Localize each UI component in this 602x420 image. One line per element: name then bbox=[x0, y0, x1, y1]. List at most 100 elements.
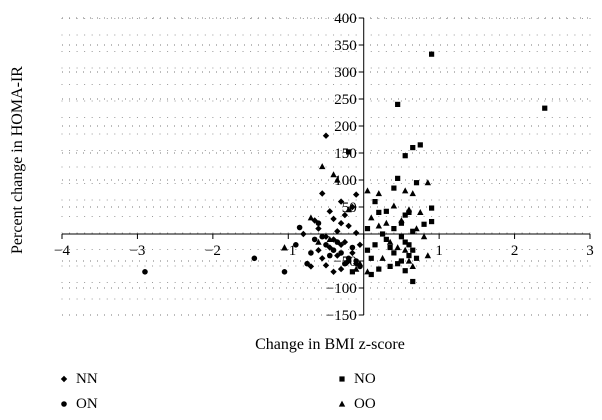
data-point-oo bbox=[424, 179, 432, 186]
y-tick-label: 200 bbox=[334, 119, 357, 135]
y-tick-label: −150 bbox=[326, 308, 357, 324]
data-point-nn bbox=[315, 247, 322, 254]
y-tick-label: 100 bbox=[334, 173, 357, 189]
data-point-on bbox=[251, 255, 258, 262]
data-point-nn bbox=[337, 265, 345, 273]
data-points bbox=[142, 51, 548, 285]
data-point-on bbox=[353, 258, 359, 264]
x-tick-label: −3 bbox=[129, 243, 145, 259]
y-tick-label: 150 bbox=[334, 146, 357, 162]
data-point-oo bbox=[394, 244, 401, 251]
legend-label: ON bbox=[76, 396, 98, 412]
data-point-no bbox=[349, 269, 355, 275]
y-tick-label: 350 bbox=[334, 38, 357, 54]
data-point-oo bbox=[345, 206, 352, 213]
legend-label: NN bbox=[76, 371, 98, 387]
y-axis-title: Percent change in HOMA-IR bbox=[9, 66, 26, 254]
legend-marker-oo bbox=[338, 400, 346, 407]
data-point-no bbox=[364, 247, 371, 253]
data-point-oo bbox=[383, 219, 390, 226]
data-point-no bbox=[391, 226, 397, 232]
data-point-oo bbox=[409, 190, 416, 197]
data-point-nn bbox=[352, 191, 360, 198]
data-point-oo bbox=[364, 268, 371, 275]
legend-item-on: ON bbox=[61, 396, 98, 412]
data-point-on bbox=[308, 250, 314, 256]
data-point-no bbox=[417, 142, 423, 148]
data-point-nn bbox=[330, 268, 337, 275]
data-point-no bbox=[429, 51, 435, 57]
legend-marker-nn bbox=[60, 375, 68, 383]
data-point-on bbox=[334, 239, 341, 245]
data-point-no bbox=[391, 250, 397, 256]
data-point-no bbox=[413, 255, 420, 261]
data-point-nn bbox=[330, 215, 337, 223]
data-point-oo bbox=[281, 244, 288, 251]
data-point-no bbox=[421, 221, 427, 227]
data-point-on bbox=[319, 233, 326, 240]
data-point-no bbox=[395, 175, 401, 181]
data-point-nn bbox=[337, 198, 345, 205]
data-point-oo bbox=[364, 187, 371, 194]
data-point-no bbox=[376, 266, 382, 272]
data-point-no bbox=[387, 263, 393, 269]
legend: NN NO ON OO bbox=[60, 371, 376, 412]
y-tick-label: 400 bbox=[334, 11, 357, 27]
data-point-no bbox=[364, 226, 371, 232]
data-point-nn bbox=[356, 241, 364, 248]
data-point-no bbox=[379, 231, 386, 237]
data-point-on bbox=[304, 260, 310, 267]
data-point-nn bbox=[319, 190, 326, 197]
data-point-oo bbox=[424, 252, 432, 259]
data-point-oo bbox=[326, 236, 333, 242]
data-point-oo bbox=[402, 246, 409, 253]
data-point-no bbox=[368, 271, 374, 278]
data-point-on bbox=[142, 269, 148, 275]
data-point-no bbox=[395, 101, 401, 107]
data-point-oo bbox=[315, 238, 322, 245]
data-point-nn bbox=[326, 208, 333, 215]
data-point-oo bbox=[334, 176, 341, 183]
x-tick-label: 1 bbox=[435, 243, 443, 259]
data-point-nn bbox=[349, 203, 356, 211]
data-point-no bbox=[542, 105, 548, 111]
data-point-oo bbox=[386, 238, 394, 245]
data-point-nn bbox=[322, 262, 330, 269]
data-point-on bbox=[311, 236, 318, 243]
data-point-nn bbox=[349, 249, 356, 257]
data-point-no bbox=[383, 208, 389, 214]
data-point-no bbox=[368, 255, 374, 261]
gridlines bbox=[61, 17, 591, 316]
data-point-on bbox=[296, 224, 303, 231]
data-point-oo bbox=[402, 187, 409, 194]
data-point-nn bbox=[319, 255, 326, 262]
data-point-no bbox=[402, 212, 408, 218]
data-point-on bbox=[345, 255, 352, 262]
data-point-no bbox=[398, 258, 405, 264]
data-point-nn bbox=[300, 230, 307, 238]
legend-label: OO bbox=[354, 396, 376, 412]
x-tick-label: −4 bbox=[54, 243, 70, 259]
data-point-oo bbox=[352, 265, 360, 272]
data-point-oo bbox=[405, 206, 413, 213]
data-point-oo bbox=[398, 217, 405, 224]
data-point-nn bbox=[352, 229, 360, 237]
data-point-no bbox=[376, 209, 382, 215]
data-point-on bbox=[330, 247, 337, 253]
y-tick-label: 250 bbox=[334, 92, 357, 108]
data-point-no bbox=[372, 199, 378, 205]
data-point-oo bbox=[375, 222, 382, 229]
data-point-nn bbox=[345, 222, 352, 230]
data-point-no bbox=[429, 218, 435, 225]
data-point-on bbox=[326, 252, 333, 259]
data-point-no bbox=[383, 236, 389, 242]
data-point-no bbox=[398, 234, 405, 240]
data-point-no bbox=[395, 261, 401, 267]
data-point-no bbox=[402, 239, 408, 245]
data-point-oo bbox=[420, 233, 428, 240]
data-point-no bbox=[372, 242, 378, 248]
data-point-oo bbox=[390, 202, 398, 209]
legend-item-no: NO bbox=[339, 371, 376, 387]
data-point-no bbox=[406, 242, 412, 248]
